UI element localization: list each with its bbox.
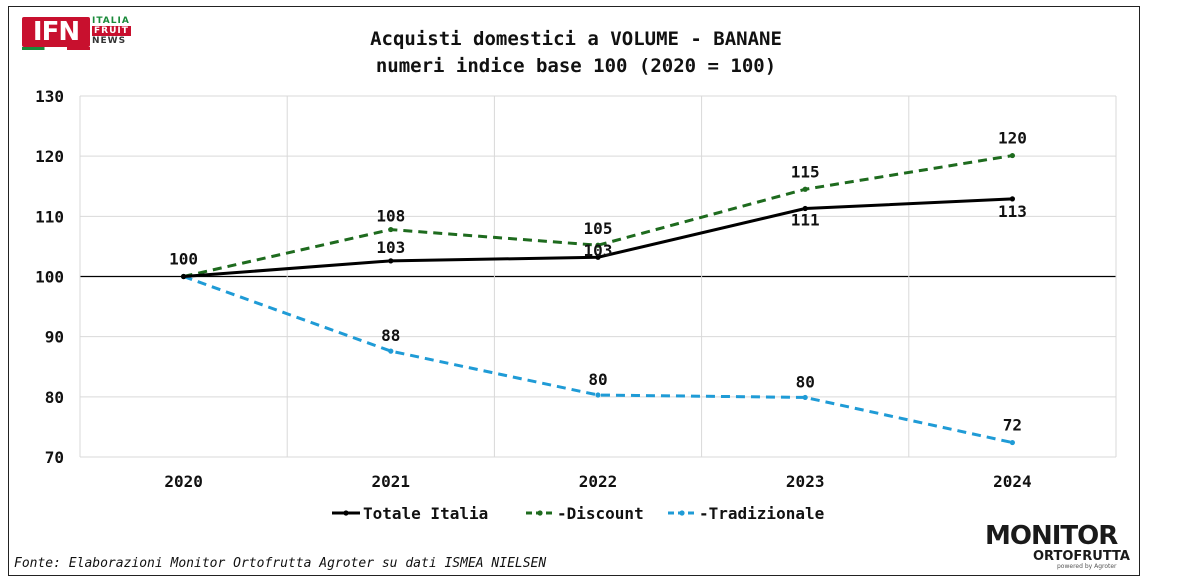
data-point-discount bbox=[595, 242, 601, 248]
chart-title-group: Acquisti domestici a VOLUME - BANANE nume… bbox=[370, 28, 782, 77]
data-point-tradizionale bbox=[595, 392, 601, 398]
legend: Totale Italia -Discount -Tradizionale bbox=[332, 504, 824, 523]
data-label: 72 bbox=[1003, 416, 1022, 435]
data-label: 113 bbox=[998, 202, 1027, 221]
data-label: 108 bbox=[376, 207, 405, 226]
chart-title-line: Acquisti domestici a VOLUME - BANANE bbox=[370, 28, 782, 50]
data-label: 80 bbox=[588, 370, 607, 389]
data-labels: 100 103 103 111 113 108 105 115 120 88 80 80 72 bbox=[169, 129, 1027, 435]
data-point-totale-italia bbox=[802, 205, 808, 212]
ifn-logo-words: ITALIA FRUIT NEWS bbox=[92, 16, 131, 46]
ifn-logo: IFN ITALIA FRUIT NEWS bbox=[22, 16, 142, 50]
y-tick-label: 70 bbox=[45, 448, 64, 467]
grid-lines bbox=[79, 95, 1117, 458]
data-label: 105 bbox=[584, 219, 613, 238]
y-tick-label: 120 bbox=[35, 147, 64, 166]
data-point-tradizionale bbox=[388, 348, 394, 354]
data-label: 111 bbox=[791, 211, 820, 230]
data-point-totale-italia bbox=[388, 258, 394, 264]
data-point-discount bbox=[1009, 152, 1016, 159]
ifn-word-news: NEWS bbox=[92, 36, 127, 46]
x-tick-label: 2020 bbox=[164, 472, 203, 491]
y-tick-label: 90 bbox=[45, 328, 64, 347]
data-label: 103 bbox=[376, 238, 405, 257]
source-note: Fonte: Elaborazioni Monitor Ortofrutta A… bbox=[14, 556, 547, 571]
ifn-word-fruit: FRUIT bbox=[92, 26, 131, 36]
monitor-ortofrutta-logo: MONITOR ORTOFRUTTA powered by Agroter bbox=[985, 522, 1135, 570]
chart-title-line: numeri indice base 100 (2020 = 100) bbox=[376, 55, 776, 77]
agroter-tagline: powered by Agroter bbox=[1057, 563, 1117, 570]
ortofrutta-logo-word: ORTOFRUTTA bbox=[1033, 549, 1130, 564]
data-label: 80 bbox=[796, 372, 815, 391]
series-line-tradizionale bbox=[183, 275, 1013, 445]
data-point-discount bbox=[802, 186, 808, 192]
data-label: 100 bbox=[169, 250, 198, 269]
data-point-tradizionale bbox=[1009, 439, 1016, 446]
legend-label: -Discount bbox=[557, 504, 644, 523]
legend-label: -Tradizionale bbox=[699, 504, 824, 523]
data-point-totale-italia bbox=[181, 273, 187, 280]
data-label: 120 bbox=[998, 129, 1027, 148]
data-point-totale-italia bbox=[595, 254, 601, 260]
ifn-logo-mark: IFN bbox=[22, 17, 90, 47]
x-tick-label: 2023 bbox=[786, 472, 825, 491]
ifn-flag-stripe bbox=[22, 47, 90, 50]
monitor-logo-word: MONITOR bbox=[985, 521, 1118, 551]
data-label: 115 bbox=[791, 162, 820, 181]
ifn-word-italia: ITALIA bbox=[92, 16, 130, 26]
y-tick-label: 100 bbox=[35, 268, 64, 287]
x-tick-label: 2021 bbox=[372, 472, 411, 491]
x-tick-label: 2022 bbox=[579, 472, 618, 491]
y-tick-label: 110 bbox=[35, 207, 64, 226]
legend-label: Totale Italia bbox=[363, 504, 488, 523]
y-tick-label: 80 bbox=[45, 388, 64, 407]
data-label: 103 bbox=[584, 241, 613, 260]
y-axis-ticks: 70 80 90 100 110 120 130 bbox=[35, 87, 64, 467]
data-point-totale-italia bbox=[1009, 196, 1016, 202]
legend-swatch-marker bbox=[679, 510, 685, 516]
legend-swatch-marker bbox=[343, 510, 349, 516]
x-axis-ticks: 2020 2021 2022 2023 2024 bbox=[164, 472, 1031, 491]
chart-frame bbox=[8, 6, 1140, 576]
legend-swatch-marker bbox=[537, 510, 543, 516]
x-tick-label: 2024 bbox=[993, 472, 1032, 491]
series-group bbox=[181, 152, 1016, 446]
data-point-tradizionale bbox=[802, 394, 808, 401]
y-tick-label: 130 bbox=[35, 87, 64, 106]
data-label: 88 bbox=[381, 326, 400, 345]
data-point-discount bbox=[388, 226, 394, 233]
